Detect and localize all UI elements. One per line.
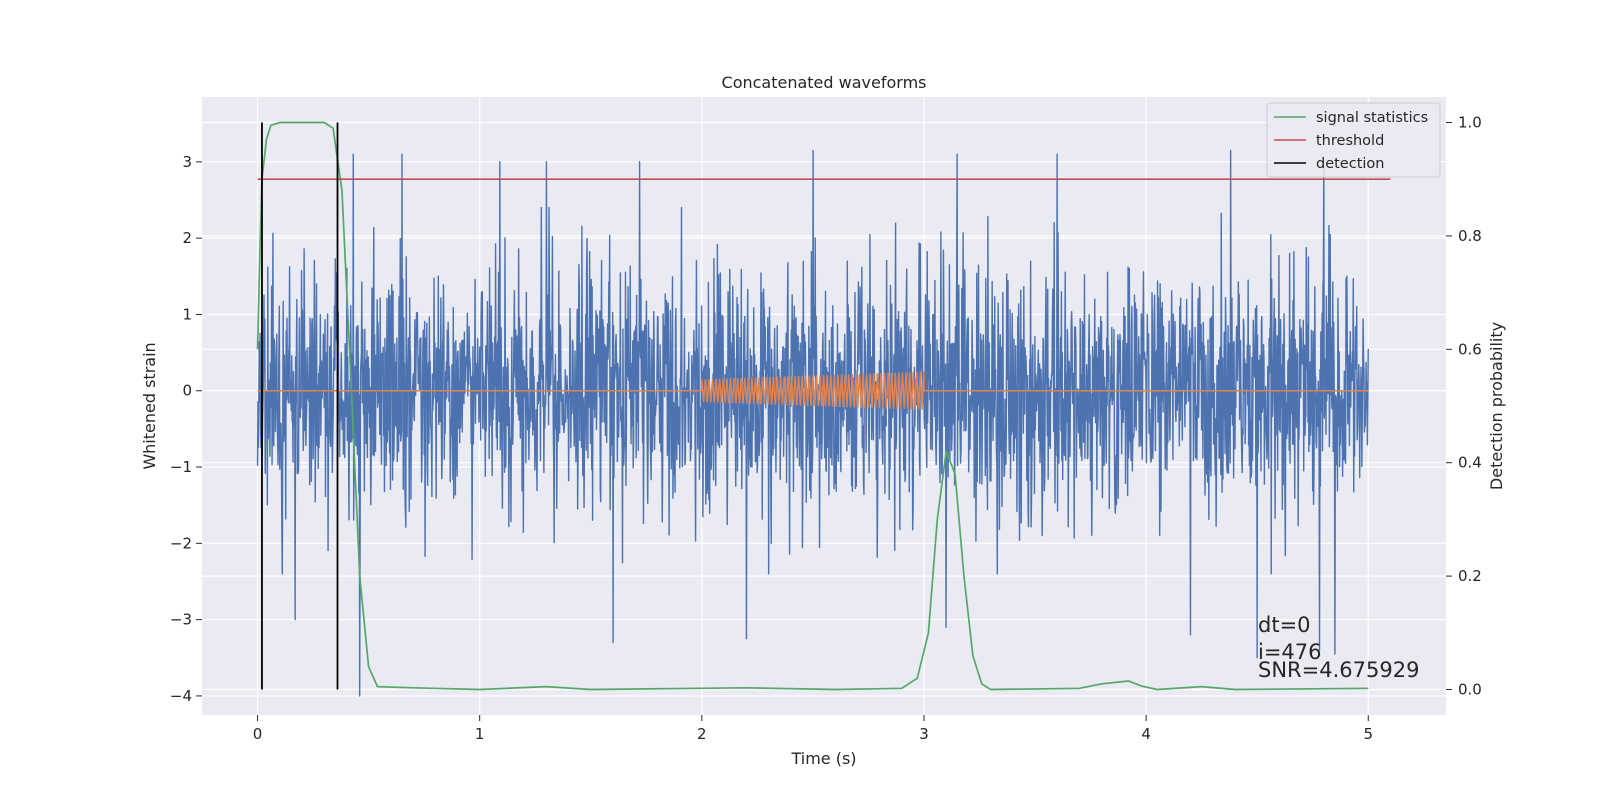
legend-label-threshold: threshold bbox=[1316, 133, 1384, 149]
y2-tick-label: 0.2 bbox=[1458, 567, 1482, 585]
y-tick-label: 3 bbox=[182, 153, 192, 171]
x-axis-label: Time (s) bbox=[790, 749, 856, 768]
x-tick-label: 0 bbox=[253, 725, 263, 743]
legend-box bbox=[1266, 102, 1441, 178]
y-tick-label: −1 bbox=[170, 458, 192, 476]
whitened-strain-line bbox=[256, 149, 1369, 697]
x-tick-label: 1 bbox=[475, 725, 485, 743]
signal-statistics-line bbox=[256, 121, 1369, 691]
y2-tick-label: 1.0 bbox=[1458, 114, 1482, 132]
y2-tick-label: 0.0 bbox=[1458, 680, 1482, 698]
y-tick-label: −3 bbox=[170, 611, 192, 629]
y-tick-label: −4 bbox=[170, 687, 192, 705]
whitened-strain-series bbox=[256, 149, 1369, 697]
injected-waveform-series bbox=[257, 371, 1369, 410]
y2-tick-label: 0.6 bbox=[1458, 340, 1482, 358]
y2-axis-label: Detection probability bbox=[1487, 322, 1506, 490]
probability-series-layer bbox=[256, 121, 1391, 691]
x-tick-label: 2 bbox=[697, 725, 707, 743]
legend: signal statistics threshold detection bbox=[1266, 102, 1441, 178]
annotation-snr: SNR=4.675929 bbox=[1258, 658, 1419, 682]
x-tick-label: 3 bbox=[919, 725, 929, 743]
chart-title: Concatenated waveforms bbox=[722, 73, 927, 92]
y-tick-label: 2 bbox=[182, 229, 192, 247]
y-tick-label: 0 bbox=[182, 382, 192, 400]
legend-label-signal-statistics: signal statistics bbox=[1316, 110, 1428, 126]
x-tick-label: 5 bbox=[1363, 725, 1373, 743]
annotation-index: i=476 bbox=[1258, 640, 1322, 664]
injected-waveform-line bbox=[257, 371, 1369, 410]
y-tick-label: 1 bbox=[182, 305, 192, 323]
annotation-dt: dt=0 bbox=[1258, 613, 1311, 637]
y2-tick-label: 0.4 bbox=[1458, 454, 1482, 472]
y-axis-label: Whitened strain bbox=[140, 342, 159, 469]
y-tick-label: −2 bbox=[170, 534, 192, 552]
x-tick-label: 4 bbox=[1141, 725, 1151, 743]
legend-label-detection: detection bbox=[1316, 156, 1384, 172]
y2-tick-label: 0.8 bbox=[1458, 227, 1482, 245]
tick-layer: 0 1 2 3 4 5 3 2 1 0 −1 −2 −3 −4 1.0 0.8 0.6 0.4 0.2 0.0 bbox=[170, 114, 1482, 743]
